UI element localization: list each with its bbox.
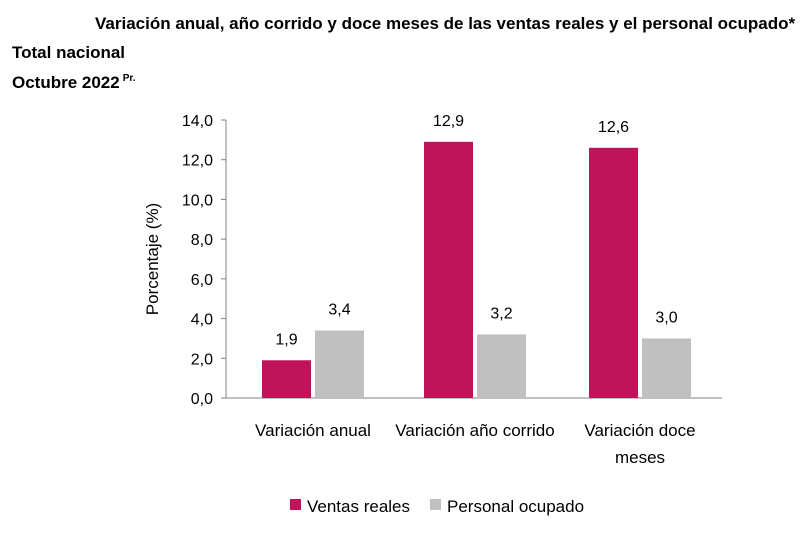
y-tick-label: 0,0 bbox=[191, 391, 213, 408]
y-tick-label: 2,0 bbox=[191, 351, 213, 368]
period-text: Octubre 2022 bbox=[12, 73, 120, 92]
data-label: 3,2 bbox=[490, 305, 512, 322]
y-tick-label: 8,0 bbox=[191, 232, 213, 249]
legend-personal-ocupado-swatch bbox=[430, 499, 441, 510]
legend-ventas-reales-swatch bbox=[290, 499, 301, 510]
bar-personal-ocupado bbox=[477, 334, 526, 398]
y-tick-label: 10,0 bbox=[182, 192, 213, 209]
bar-ventas-reales bbox=[589, 147, 638, 398]
bar-ventas-reales bbox=[424, 141, 473, 399]
bar-ventas-reales bbox=[262, 360, 311, 398]
x-tick-label: meses bbox=[615, 448, 665, 467]
chart-subtitle: Total nacional bbox=[12, 43, 126, 62]
data-label: 3,4 bbox=[328, 301, 350, 318]
y-tick-label: 14,0 bbox=[182, 113, 213, 130]
data-label: 3,0 bbox=[655, 309, 677, 326]
x-tick-label: Variación anual bbox=[255, 421, 371, 440]
period-mark: Pr. bbox=[122, 73, 136, 85]
data-label: 12,6 bbox=[598, 119, 629, 136]
bar-personal-ocupado bbox=[315, 330, 364, 398]
legend-ventas-reales-label: Ventas reales bbox=[307, 497, 410, 516]
legend-personal-ocupado-label: Personal ocupado bbox=[447, 497, 584, 516]
bar-personal-ocupado bbox=[642, 338, 691, 398]
x-tick-label: Variación doce bbox=[584, 421, 695, 440]
chart-period: Octubre 2022 Pr. bbox=[12, 73, 136, 93]
chart-title: Variación anual, año corrido y doce mese… bbox=[95, 14, 796, 33]
y-axis-title: Porcentaje (%) bbox=[143, 203, 162, 315]
data-label: 1,9 bbox=[275, 331, 297, 348]
data-label: 12,9 bbox=[433, 113, 464, 130]
x-tick-label: Variación año corrido bbox=[395, 421, 554, 440]
y-tick-label: 6,0 bbox=[191, 272, 213, 289]
y-tick-label: 12,0 bbox=[182, 153, 213, 170]
y-tick-label: 4,0 bbox=[191, 312, 213, 329]
